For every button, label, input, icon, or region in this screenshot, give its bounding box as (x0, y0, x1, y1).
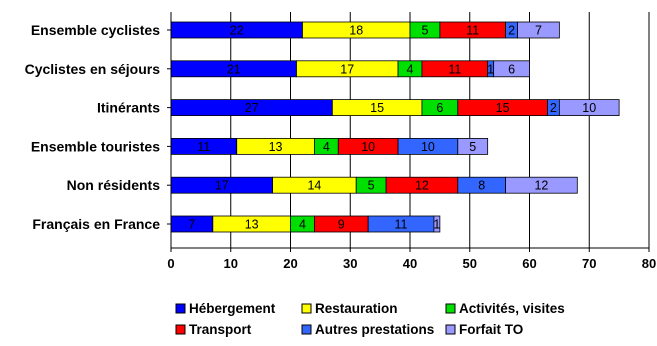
bar-value-label: 4 (407, 62, 414, 76)
legend-entry: Forfait TO (459, 322, 523, 337)
legend-swatch (175, 324, 186, 335)
legend-entry: Activités, visites (459, 301, 565, 316)
category-labels: Ensemble cyclistes Cyclistes en séjours It… (25, 22, 161, 232)
legend-entry: Autres prestations (315, 322, 434, 337)
category-label: Français en France (32, 216, 160, 232)
legend-box (172, 299, 592, 343)
bar-value-label: 22 (230, 24, 244, 38)
bar-value-label: 13 (245, 218, 259, 232)
bar-value-label: 5 (469, 140, 476, 154)
bar-value-label: 10 (421, 140, 435, 154)
axes (167, 12, 650, 252)
bar-value-label: 6 (508, 62, 515, 76)
bar-value-label: 13 (269, 140, 283, 154)
bar-value-label: 10 (582, 101, 596, 115)
bar-value-label: 15 (496, 101, 510, 115)
x-tick-label: 70 (582, 256, 596, 271)
legend-entry: Transport (189, 322, 252, 337)
bar-value-label: 14 (307, 179, 321, 193)
bar-value-label: 5 (421, 24, 428, 38)
bar-value-label: 15 (370, 101, 384, 115)
legend-swatch (175, 303, 186, 314)
legend-swatch (445, 324, 456, 335)
category-label: Itinérants (97, 100, 160, 116)
bar-value-label: 10 (361, 140, 375, 154)
bar-value-label: 2 (508, 24, 515, 38)
bar-segment (433, 215, 441, 233)
x-tick-label: 0 (167, 256, 174, 271)
bar-value-label: 12 (415, 179, 429, 193)
category-label: Ensemble touristes (31, 138, 160, 154)
bar-value-label: 2 (550, 101, 557, 115)
bar-segment (558, 99, 620, 116)
category-label: Ensemble cyclistes (31, 22, 160, 38)
bar-value-label: 5 (368, 179, 375, 193)
bar-value-label: 7 (535, 24, 542, 38)
legend-entry: Hébergement (189, 301, 276, 316)
bar-value-label: 12 (534, 179, 548, 193)
legend-entry: Restauration (315, 301, 398, 316)
bar-value-label: 21 (227, 62, 241, 76)
category-label: Cyclistes en séjours (25, 61, 161, 77)
legend-swatch (301, 324, 312, 335)
bar-value-label: 27 (245, 101, 259, 115)
x-tick-label: 10 (224, 256, 238, 271)
legend: Hébergement Restauration Activités, visite… (172, 299, 592, 343)
x-tick-label: 30 (343, 256, 357, 271)
x-tick-label: 40 (403, 256, 417, 271)
bar-value-label: 17 (340, 62, 354, 76)
bar-value-label: 18 (349, 24, 363, 38)
bar-value-label: 6 (436, 101, 443, 115)
bar-value-label: 4 (323, 140, 330, 154)
x-tick-label: 50 (463, 256, 477, 271)
category-label: Non résidents (67, 177, 161, 193)
x-tick-label: 60 (522, 256, 536, 271)
bar-value-label: 1 (433, 218, 440, 232)
bar-segment (505, 176, 578, 194)
bar-value-label: 1 (487, 62, 494, 76)
x-tick-labels: 0 10 20 30 40 50 60 70 80 (167, 256, 656, 271)
bar-value-label: 17 (215, 179, 229, 193)
bar-value-label: 11 (466, 24, 479, 38)
bar-segment (457, 137, 489, 155)
bar-segment (517, 21, 560, 39)
bar-segment (493, 60, 530, 78)
bar-value-label: 7 (188, 218, 195, 232)
x-tick-label: 80 (642, 256, 656, 271)
bar-value-label: 11 (197, 140, 210, 154)
legend-swatch (301, 303, 312, 314)
bar-value-label: 4 (299, 218, 306, 232)
x-tick-label: 20 (283, 256, 297, 271)
bar-value-label: 9 (338, 218, 345, 232)
bar-value-label: 8 (478, 179, 485, 193)
grid-lines (230, 12, 650, 248)
legend-swatch (445, 303, 456, 314)
bar-value-label: 11 (448, 62, 461, 76)
bar-value-label: 11 (395, 218, 408, 232)
